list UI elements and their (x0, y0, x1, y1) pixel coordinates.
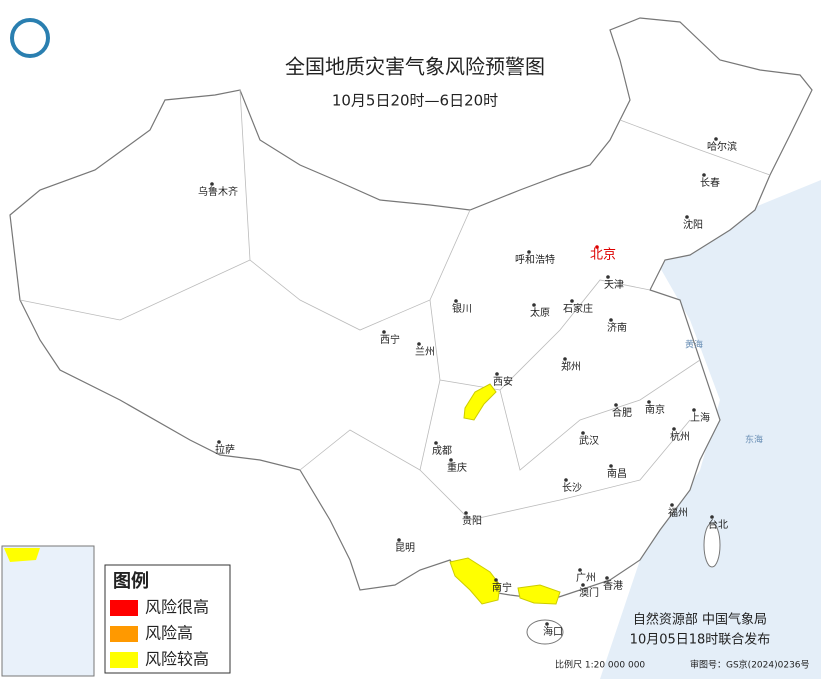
city-label: 贵阳 (462, 514, 482, 527)
city-dot (210, 182, 214, 186)
city-label: 香港 (603, 580, 623, 592)
city-dot (692, 408, 696, 412)
approval: 审图号：GS京(2024)0236号 (690, 659, 810, 671)
city-label: 昆明 (395, 542, 415, 554)
legend-swatch (110, 652, 138, 668)
city-dot (670, 503, 674, 507)
city-dot (454, 299, 458, 303)
city-label: 长春 (700, 177, 720, 189)
city-dot (609, 464, 613, 468)
city-label: 合肥 (612, 406, 632, 419)
hainan (526, 619, 564, 645)
china-land (9, 17, 813, 601)
city-dot (605, 576, 609, 580)
city-label: 天津 (604, 279, 624, 291)
city-label: 乌鲁木齐 (198, 185, 238, 198)
city-dot (434, 441, 438, 445)
legend-title: 图例 (113, 570, 149, 592)
legend-swatch (110, 626, 138, 642)
city-dot (647, 400, 651, 404)
city-dot (595, 245, 599, 249)
city-label: 长沙 (562, 482, 582, 494)
city-label: 上海 (690, 411, 710, 424)
city-dot (527, 250, 531, 254)
logo (10, 18, 50, 58)
risk-area (449, 557, 501, 605)
city-label: 澳门 (579, 586, 599, 599)
city-dot (217, 440, 221, 444)
city-dot (495, 372, 499, 376)
city-dot (702, 173, 706, 177)
risk-area (517, 584, 561, 605)
city-dot (494, 578, 498, 582)
city-label: 海口 (543, 625, 563, 638)
city-dot (417, 342, 421, 346)
city-dot (685, 215, 689, 219)
city-dot (563, 357, 567, 361)
city-label: 太原 (530, 306, 550, 319)
city-dot (564, 478, 568, 482)
city-dot (672, 427, 676, 431)
city-label: 西宁 (380, 333, 400, 346)
city-label: 南宁 (492, 581, 512, 594)
city-label: 南昌 (607, 467, 627, 480)
city-dot (581, 583, 585, 587)
city-label: 成都 (432, 445, 452, 457)
risk-area (4, 548, 40, 562)
city-dot (606, 275, 610, 279)
province-borders (19, 89, 771, 521)
city-label: 哈尔滨 (707, 140, 737, 153)
title: 全国地质灾害气象风险预警图 (285, 55, 545, 79)
city-dot (464, 511, 468, 515)
city-dot (581, 431, 585, 435)
sea (600, 180, 821, 679)
legend-swatch (110, 600, 138, 616)
legend-label: 风险高 (145, 624, 193, 643)
legend-label: 风险较高 (145, 650, 209, 669)
city-label: 广州 (576, 572, 596, 584)
city-label: 银川 (452, 302, 472, 315)
city-dot (570, 299, 574, 303)
city-label: 兰州 (415, 345, 435, 358)
city-dot (578, 568, 582, 572)
legend-label: 风险很高 (145, 598, 209, 617)
city-label: 重庆 (447, 461, 467, 474)
sea-label: 东海 (745, 434, 763, 446)
city-dot (714, 137, 718, 141)
sea-label: 黄海 (685, 339, 703, 351)
city-dot (614, 403, 618, 407)
city-label: 西安 (493, 375, 513, 388)
city-label: 南京 (645, 403, 665, 416)
city-dot (382, 330, 386, 334)
issuers: 自然资源部 中国气象局 (633, 612, 767, 628)
risk-area (463, 383, 497, 421)
city-label: 拉萨 (215, 443, 235, 456)
city-dot (609, 318, 613, 322)
issued: 10月05日18时联合发布 (630, 632, 771, 648)
city-label: 呼和浩特 (515, 254, 555, 266)
city-label: 沈阳 (683, 218, 703, 231)
south-sea-inset (1, 545, 95, 677)
city-dot (449, 458, 453, 462)
city-label: 台北 (708, 518, 728, 531)
subtitle: 10月5日20时—6日20时 (332, 92, 498, 110)
city-label: 石家庄 (563, 302, 593, 315)
city-label: 济南 (607, 321, 627, 334)
city-label: 北京 (590, 248, 616, 263)
city-label: 武汉 (579, 434, 599, 447)
city-label: 福州 (668, 506, 688, 519)
city-dot (545, 622, 549, 626)
city-dot (710, 515, 714, 519)
city-label: 杭州 (670, 430, 690, 443)
city-dot (532, 303, 536, 307)
city-dot (397, 538, 401, 542)
city-label: 郑州 (561, 360, 581, 373)
scale: 比例尺 1:20 000 000 (555, 659, 645, 671)
taiwan (703, 522, 721, 568)
